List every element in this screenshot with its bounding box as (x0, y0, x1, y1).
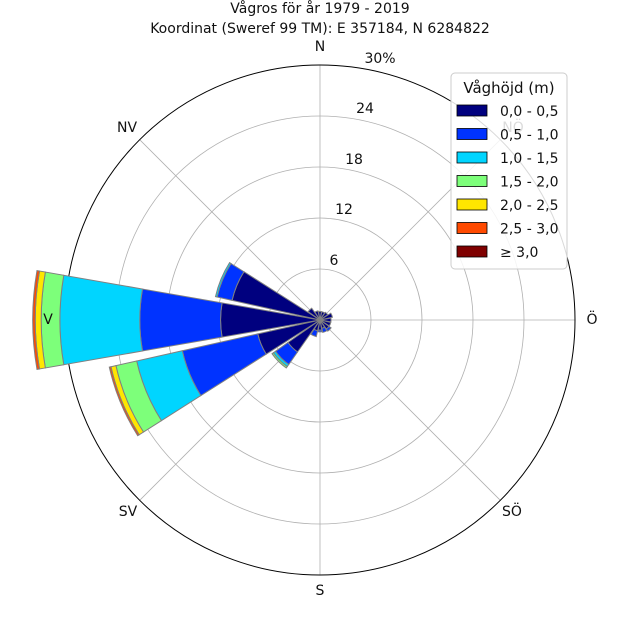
direction-label: N (315, 39, 325, 55)
grid-spoke (139, 139, 321, 321)
legend-label: 0,0 - 0,5 (500, 104, 558, 120)
bar-segment (321, 326, 328, 334)
bar-segment (310, 328, 319, 338)
legend-swatch (456, 104, 488, 117)
legend-label: ≥ 3,0 (500, 245, 538, 261)
legend-swatch (456, 245, 488, 258)
legend-swatch (456, 128, 488, 140)
legend-label: 2,0 - 2,5 (500, 198, 558, 214)
direction-label: V (43, 312, 53, 328)
bar-segment (307, 307, 321, 321)
legend-swatch (456, 222, 488, 234)
chart-subtitle: Koordinat (Sweref 99 TM): E 357184, N 62… (150, 21, 490, 37)
bar-segment (59, 274, 144, 366)
bar-segment (319, 317, 332, 323)
legend-swatch (456, 175, 488, 187)
radial-tick-label: 30% (364, 51, 395, 67)
radial-tick-label: 24 (356, 101, 374, 117)
direction-label: S (316, 583, 325, 599)
legend-label: 1,5 - 2,0 (500, 175, 558, 191)
legend: Våghöjd (m) 0,0 - 0,5 0,5 - 1,0 1,0 - 1,5 1… (450, 72, 568, 270)
bar-segment (108, 366, 140, 437)
bar-segment (139, 288, 223, 352)
radial-tick-label: 18 (345, 152, 363, 168)
bar-segment (325, 325, 332, 332)
legend-label: 2,5 - 3,0 (500, 222, 558, 238)
direction-label: SÖ (502, 502, 522, 520)
radial-tick-label: 6 (330, 253, 339, 269)
grid-spoke (319, 319, 501, 501)
bar-segment (319, 312, 334, 321)
legend-title: Våghöjd (m) (463, 79, 554, 97)
bar-segment (314, 310, 321, 321)
rose-bars (32, 261, 334, 437)
legend-swatch (456, 198, 488, 211)
direction-label: NV (117, 120, 137, 136)
legend-swatch (456, 151, 488, 164)
radial-tick-label: 12 (335, 202, 353, 218)
bar-segment (317, 329, 323, 333)
direction-label: Ö (586, 310, 597, 328)
legend-frame (450, 72, 568, 270)
bar-segment (214, 261, 232, 298)
legend-label: 0,5 - 1,0 (500, 128, 558, 144)
direction-label: SV (119, 504, 138, 520)
bar-segment (32, 270, 41, 370)
bar-segment (271, 352, 288, 369)
legend-label: 1,0 - 1,5 (500, 151, 558, 167)
radial-tick-labels: 6 12 18 24 30% (330, 51, 396, 269)
chart-title: Vågros för år 1979 - 2019 (230, 0, 409, 17)
